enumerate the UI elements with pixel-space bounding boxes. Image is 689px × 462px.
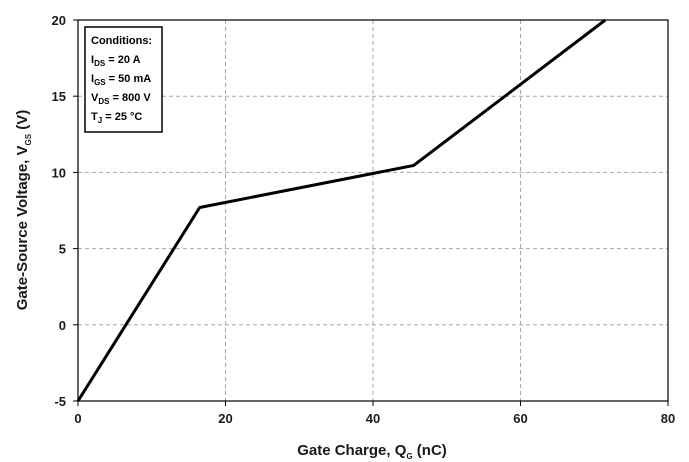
x-tick-label: 40 — [366, 411, 380, 426]
y-axis-ticks: -5 0 5 10 15 20 — [52, 13, 78, 409]
y-tick-label: 20 — [52, 13, 66, 28]
condition-line: IGS = 50 mA — [91, 73, 151, 87]
condition-line: VDS = 800 V — [91, 92, 151, 106]
conditions-lines: IDS = 20 A IGS = 50 mA VDS = 800 V TJ = 25 … — [91, 54, 151, 125]
x-axis-title: Gate Charge, QG (nC) — [297, 442, 447, 461]
x-tick-label: 0 — [74, 411, 81, 426]
x-tick-label: 80 — [661, 411, 675, 426]
condition-line: IDS = 20 A — [91, 54, 141, 68]
gate-voltage-curve — [76, 18, 607, 402]
y-axis-title: Gate-Source Voltage, VGS (V) — [14, 110, 33, 311]
y-tick-label: 5 — [59, 242, 66, 257]
y-tick-label: 10 — [52, 165, 66, 180]
condition-line: TJ = 25 °C — [91, 111, 142, 125]
y-tick-label: -5 — [54, 394, 66, 409]
x-axis-ticks: 0 20 40 60 80 — [74, 401, 675, 426]
conditions-box — [84, 26, 163, 133]
y-tick-label: 0 — [59, 318, 66, 333]
x-tick-label: 20 — [218, 411, 232, 426]
y-tick-label: 15 — [52, 89, 66, 104]
x-tick-label: 60 — [513, 411, 527, 426]
grid-lines — [78, 20, 668, 401]
conditions-legend: Conditions: IDS = 20 A IGS = 50 mA VDS = 8… — [84, 26, 163, 133]
conditions-title: Conditions: — [91, 35, 152, 47]
